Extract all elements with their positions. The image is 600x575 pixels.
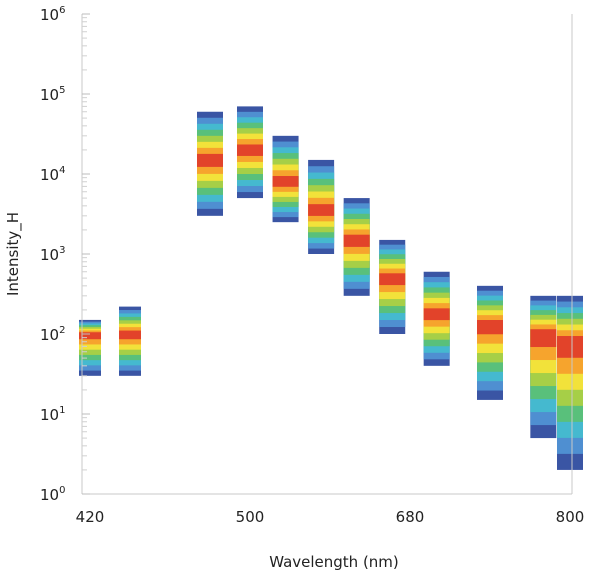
density-marks	[79, 106, 583, 470]
y-tick-labels: 100 101 102 103 104 105 106	[40, 5, 90, 504]
density-level	[79, 332, 101, 340]
density-level	[477, 320, 503, 335]
x-axis-title: Wavelength (nm)	[269, 553, 399, 571]
density-level	[343, 234, 370, 247]
y-tick-label: 100	[40, 485, 65, 504]
density-column	[423, 271, 450, 366]
density-level	[557, 336, 583, 358]
y-tick-label: 101	[40, 405, 65, 424]
density-column	[530, 295, 557, 439]
density-column	[197, 111, 223, 216]
density-level	[308, 204, 335, 216]
density-column	[557, 295, 583, 470]
density-level	[379, 273, 406, 286]
x-tick-label: 680	[396, 508, 425, 526]
density-level	[197, 153, 223, 167]
density-level	[272, 176, 299, 187]
density-level	[423, 308, 450, 321]
density-column	[272, 135, 299, 223]
y-tick-label: 106	[40, 5, 65, 24]
density-level	[530, 329, 557, 348]
density-column	[343, 198, 370, 296]
x-tick-label: 420	[76, 508, 105, 526]
density-column	[119, 306, 141, 376]
y-tick-label: 102	[40, 325, 65, 344]
density-level	[237, 144, 263, 156]
density-column	[477, 285, 503, 400]
density-level	[119, 330, 141, 340]
y-tick-label: 105	[40, 85, 65, 104]
density-column	[379, 239, 406, 334]
density-column	[308, 159, 335, 254]
x-tick-label: 500	[236, 508, 265, 526]
x-tick-labels: 420 500 680 800	[76, 508, 585, 526]
y-tick-label: 103	[40, 245, 65, 264]
x-tick-label: 800	[556, 508, 585, 526]
density-column	[237, 106, 263, 199]
y-tick-label: 104	[40, 165, 65, 184]
y-axis-title: Intensity_H	[4, 212, 23, 296]
